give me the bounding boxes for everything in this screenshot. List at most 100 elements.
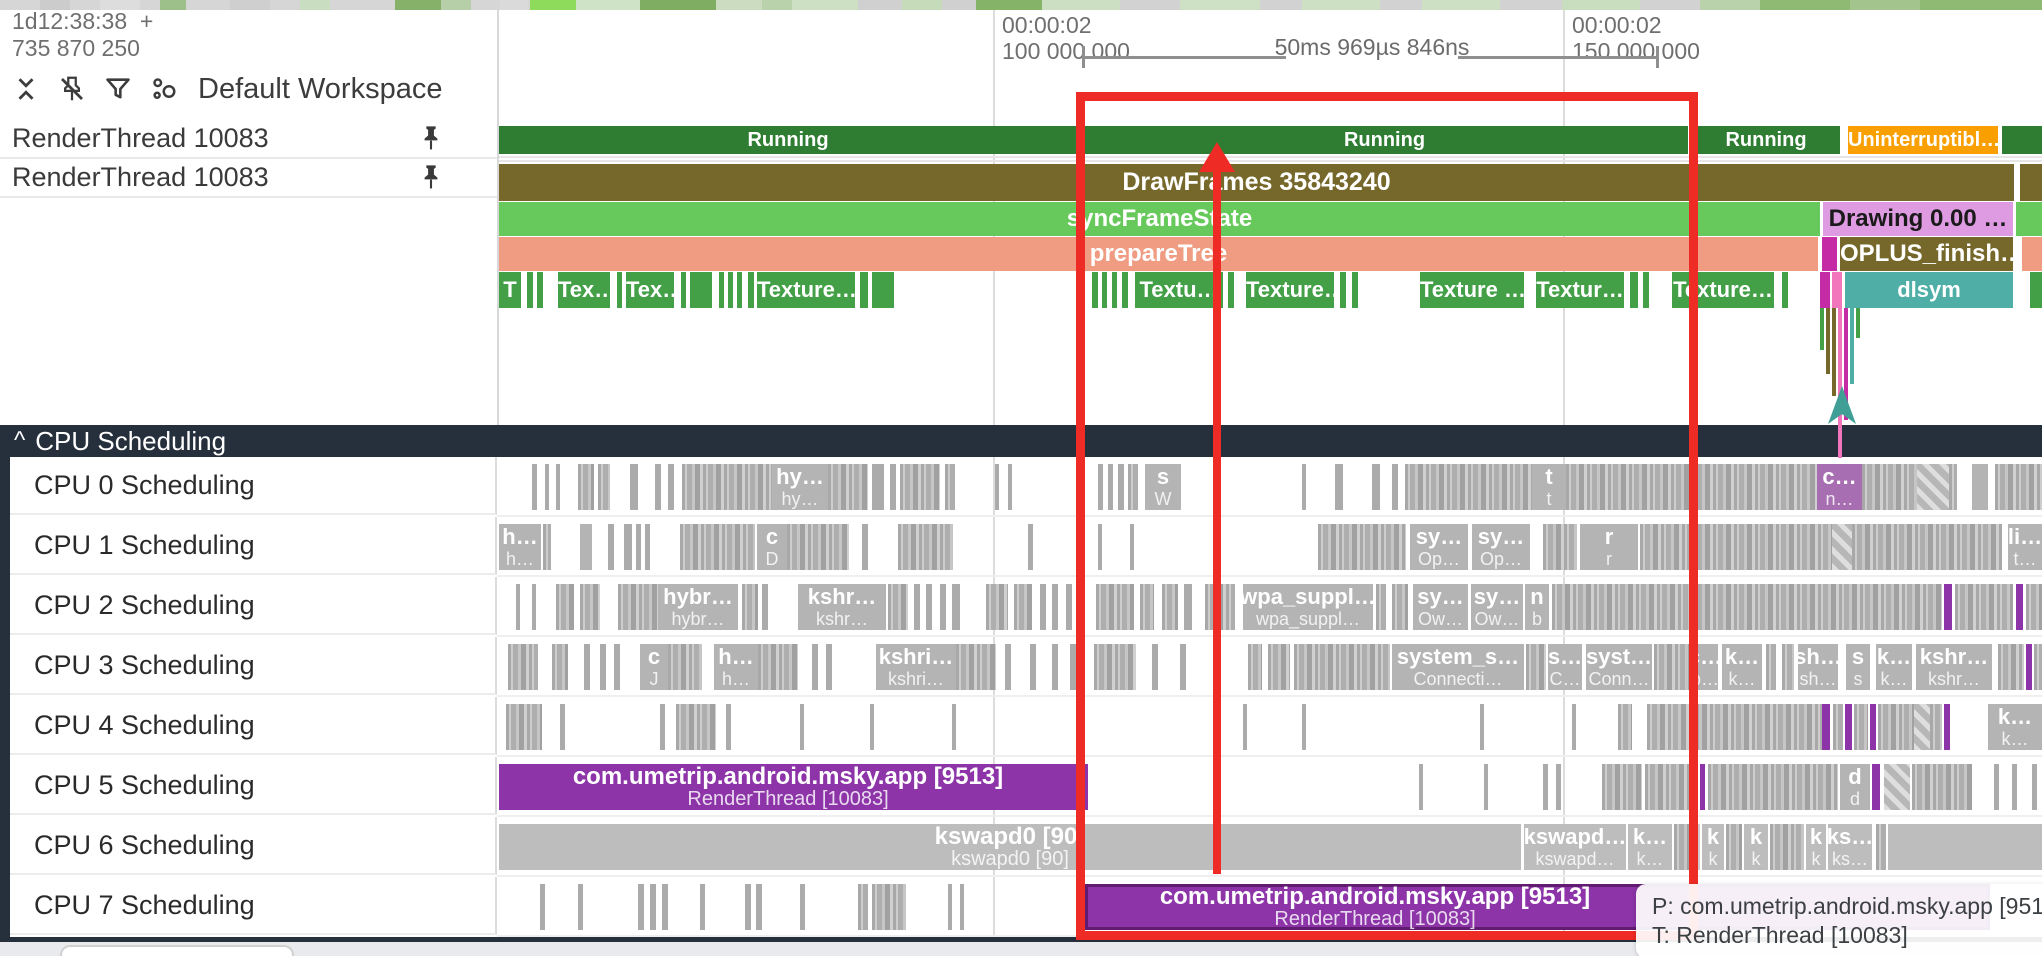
sched-slice-tick[interactable] <box>545 464 549 510</box>
sched-slice[interactable] <box>1972 464 1988 510</box>
sched-slice-cluster[interactable] <box>986 584 1008 630</box>
cpu-row-label-5[interactable]: CPU 5 Scheduling <box>10 757 497 815</box>
sched-slice-cluster[interactable] <box>1376 584 1386 630</box>
sched-slice-cluster[interactable] <box>1645 764 1698 810</box>
sched-slice-tick[interactable] <box>1543 764 1548 810</box>
slice[interactable] <box>2020 164 2042 201</box>
slice[interactable] <box>537 272 543 308</box>
minimap-segment[interactable] <box>1042 0 1120 10</box>
sched-slice-cluster[interactable] <box>552 644 568 690</box>
sched-slice-cluster[interactable] <box>1602 764 1642 810</box>
sched-slice-tick[interactable] <box>1302 464 1306 510</box>
cpu-row-label-2[interactable]: CPU 2 Scheduling <box>10 577 497 635</box>
sched-slice-tick[interactable] <box>940 584 946 630</box>
sched-slice-cluster[interactable] <box>888 584 908 630</box>
sched-slice[interactable]: c…b… <box>1692 644 1718 690</box>
slice[interactable] <box>2030 272 2042 308</box>
sched-slice-tick[interactable] <box>532 584 536 630</box>
slice-drawframes-35843240[interactable]: DrawFrames 35843240 <box>499 164 2014 201</box>
sched-slice-tick[interactable] <box>1372 464 1380 510</box>
minimap-segment[interactable] <box>1180 0 1260 10</box>
panel-divider[interactable] <box>497 10 499 425</box>
ruler-line[interactable] <box>1085 56 1286 59</box>
sched-slice-cluster[interactable] <box>1674 824 1700 870</box>
sched-slice-tick[interactable] <box>756 884 762 930</box>
sched-slice-cluster[interactable] <box>1128 464 1138 510</box>
sched-slice-cluster[interactable] <box>1294 644 1390 690</box>
sched-slice-tick[interactable] <box>630 464 638 510</box>
minimap-segment[interactable] <box>640 0 716 10</box>
minimap-segment[interactable] <box>1850 0 1920 10</box>
minimap-segment[interactable] <box>1760 0 1850 10</box>
sched-slice[interactable]: ks… ks… <box>1828 824 1872 870</box>
slice-texture-[interactable]: Texture … <box>1420 272 1524 308</box>
sched-slice-cluster[interactable] <box>1995 464 2042 510</box>
slice-drawing-0-00-[interactable]: Drawing 0.00 … <box>1823 202 2013 236</box>
sched-slice-cluster[interactable] <box>1096 584 1134 630</box>
sched-slice-cluster[interactable] <box>1692 524 1832 570</box>
slice[interactable] <box>2016 202 2042 236</box>
sched-slice-tick[interactable] <box>1118 464 1124 510</box>
sched-slice-incomplete[interactable] <box>1914 704 1930 750</box>
sched-slice-incomplete[interactable] <box>1884 764 1910 810</box>
slice-syncframestate[interactable]: syncFrameState <box>499 202 1820 236</box>
cpu-row-label-1[interactable]: CPU 1 Scheduling <box>10 517 497 575</box>
sched-slice-tick[interactable] <box>995 464 999 510</box>
sched-slice-cluster[interactable] <box>1912 764 1972 810</box>
slice[interactable] <box>1820 272 1830 308</box>
sched-slice-cluster[interactable] <box>742 584 758 630</box>
slice[interactable] <box>719 272 724 308</box>
slice-running[interactable]: Running <box>499 126 1077 154</box>
sched-slice-cluster[interactable] <box>1770 824 1804 870</box>
sched-slice-cluster[interactable] <box>1566 464 1692 510</box>
minimap-segment[interactable] <box>902 0 942 10</box>
minimap-segment[interactable] <box>160 0 186 10</box>
sched-slice-cluster[interactable] <box>1205 584 1235 630</box>
sched-slice-cluster[interactable] <box>1405 464 1545 510</box>
sched-slice-tick[interactable] <box>826 644 832 690</box>
sched-slice-cluster[interactable] <box>676 704 716 750</box>
sched-slice-cluster[interactable] <box>1726 824 1742 870</box>
sched-slice[interactable]: syst… Conn… <box>1586 644 1652 690</box>
filter-icon[interactable] <box>102 73 134 105</box>
slice[interactable] <box>737 272 742 308</box>
minimap-segment[interactable] <box>1120 0 1180 10</box>
sched-slice-tick[interactable] <box>1180 644 1186 690</box>
sched-slice-tick[interactable] <box>650 884 656 930</box>
sched-slice-cluster[interactable] <box>1094 644 1136 690</box>
ruler-line[interactable] <box>1458 56 1656 59</box>
slice[interactable] <box>1092 272 1098 308</box>
sched-slice-tick[interactable] <box>540 884 545 930</box>
sched-slice-tick[interactable] <box>556 464 560 510</box>
sched-slice[interactable]: sh…sh… <box>1798 644 1838 690</box>
sched-slice[interactable]: h… h… <box>499 524 541 570</box>
sched-slice-cluster[interactable] <box>828 464 868 510</box>
slice[interactable] <box>728 272 733 308</box>
slice[interactable] <box>1782 272 1788 308</box>
sched-slice-tick[interactable] <box>926 584 932 630</box>
slice-running[interactable]: Running <box>1692 126 1840 154</box>
sched-slice-cluster[interactable] <box>618 584 658 630</box>
sched-slice[interactable]: kswapd0 [90] kswapd0 [90] <box>499 824 1521 870</box>
sched-slice-cluster[interactable] <box>2034 644 2042 690</box>
slice-texture-[interactable]: Texture… <box>757 272 855 308</box>
sched-slice-tick[interactable] <box>532 464 537 510</box>
slice[interactable] <box>1112 272 1117 308</box>
slice[interactable] <box>1630 272 1638 308</box>
cpu-row-label-7[interactable]: CPU 7 Scheduling <box>10 877 497 935</box>
minimap-segment[interactable] <box>1260 0 1302 10</box>
sched-slice-tick[interactable] <box>1700 764 1705 810</box>
sched-slice-tick[interactable] <box>1572 704 1576 750</box>
slice[interactable] <box>1352 272 1358 308</box>
slice[interactable] <box>527 272 533 308</box>
slice[interactable] <box>872 272 894 308</box>
sched-slice-tick[interactable] <box>668 464 674 510</box>
sched-slice-tick[interactable] <box>1098 464 1103 510</box>
sched-slice-tick[interactable] <box>1944 704 1950 750</box>
sched-slice-cluster[interactable] <box>1140 584 1154 630</box>
slice-tex-[interactable]: Tex… <box>626 272 674 308</box>
